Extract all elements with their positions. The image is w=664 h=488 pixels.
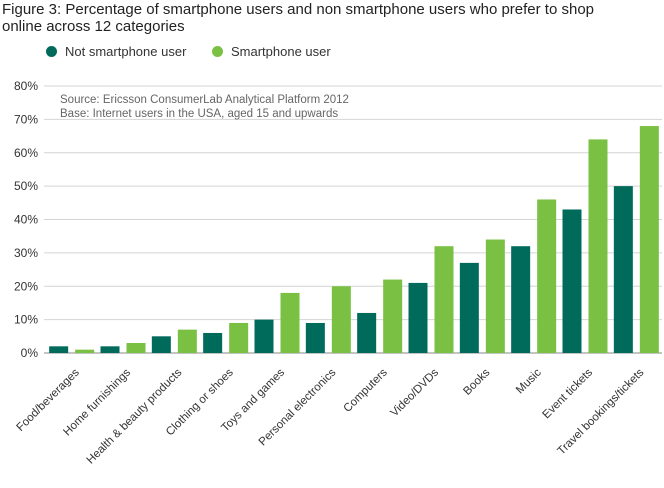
legend-swatch-smartphone	[212, 46, 223, 57]
x-category-label: Books	[461, 366, 492, 397]
x-category-label: Event tickets	[541, 366, 596, 421]
bar-not-smartphone-4	[254, 319, 274, 353]
bar-not-smartphone-8	[459, 262, 479, 353]
bar-smartphone-3	[229, 322, 249, 353]
y-tick-label: 0%	[21, 346, 39, 360]
legend-label-not-smartphone: Not smartphone user	[65, 44, 187, 59]
y-tick-label: 70%	[14, 112, 38, 126]
bar-not-smartphone-5	[305, 322, 325, 353]
base-text: Base: Internet users in the USA, aged 15…	[60, 108, 339, 120]
bar-smartphone-0	[75, 349, 95, 353]
bar-smartphone-9	[537, 199, 557, 353]
bar-not-smartphone-1	[100, 346, 120, 353]
x-category-label: Music	[514, 366, 544, 396]
x-category-label: Video/DVDs	[388, 366, 441, 419]
bar-not-smartphone-9	[511, 246, 531, 353]
x-category-label: Travel bookings/tickets	[556, 366, 647, 457]
bar-smartphone-7	[434, 246, 454, 353]
bar-smartphone-6	[383, 279, 403, 353]
legend-label-smartphone: Smartphone user	[231, 44, 331, 59]
source-text: Source: Ericsson ConsumerLab Analytical …	[60, 94, 349, 106]
y-tick-label: 50%	[14, 179, 38, 193]
y-tick-label: 10%	[14, 313, 38, 327]
x-category-label: Computers	[342, 366, 390, 414]
y-tick-label: 20%	[14, 279, 38, 293]
legend-item-smartphone: Smartphone user	[212, 44, 331, 59]
bar-not-smartphone-0	[49, 346, 69, 353]
bar-smartphone-4	[280, 292, 300, 353]
y-tick-label: 80%	[14, 79, 38, 93]
bar-smartphone-10	[588, 139, 608, 353]
bar-smartphone-1	[126, 342, 146, 353]
bar-not-smartphone-10	[562, 209, 582, 353]
bar-not-smartphone-7	[408, 282, 428, 353]
legend-item-not-smartphone: Not smartphone user	[46, 44, 186, 59]
y-tick-label: 40%	[14, 213, 38, 227]
bar-not-smartphone-2	[151, 336, 171, 353]
bar-smartphone-5	[331, 286, 351, 353]
bar-not-smartphone-3	[203, 332, 223, 353]
source-note: Source: Ericsson ConsumerLab Analytical …	[60, 93, 349, 121]
bar-smartphone-2	[177, 329, 197, 353]
bar-smartphone-8	[485, 239, 505, 353]
y-tick-label: 60%	[14, 146, 38, 160]
bar-smartphone-11	[639, 126, 659, 353]
bar-not-smartphone-11	[613, 186, 633, 353]
x-category-label: Health & beauty products	[85, 366, 185, 466]
chart-title: Figure 3: Percentage of smartphone users…	[2, 1, 595, 35]
bar-not-smartphone-6	[357, 312, 377, 353]
y-tick-label: 30%	[14, 246, 38, 260]
legend-swatch-not-smartphone	[46, 46, 57, 57]
